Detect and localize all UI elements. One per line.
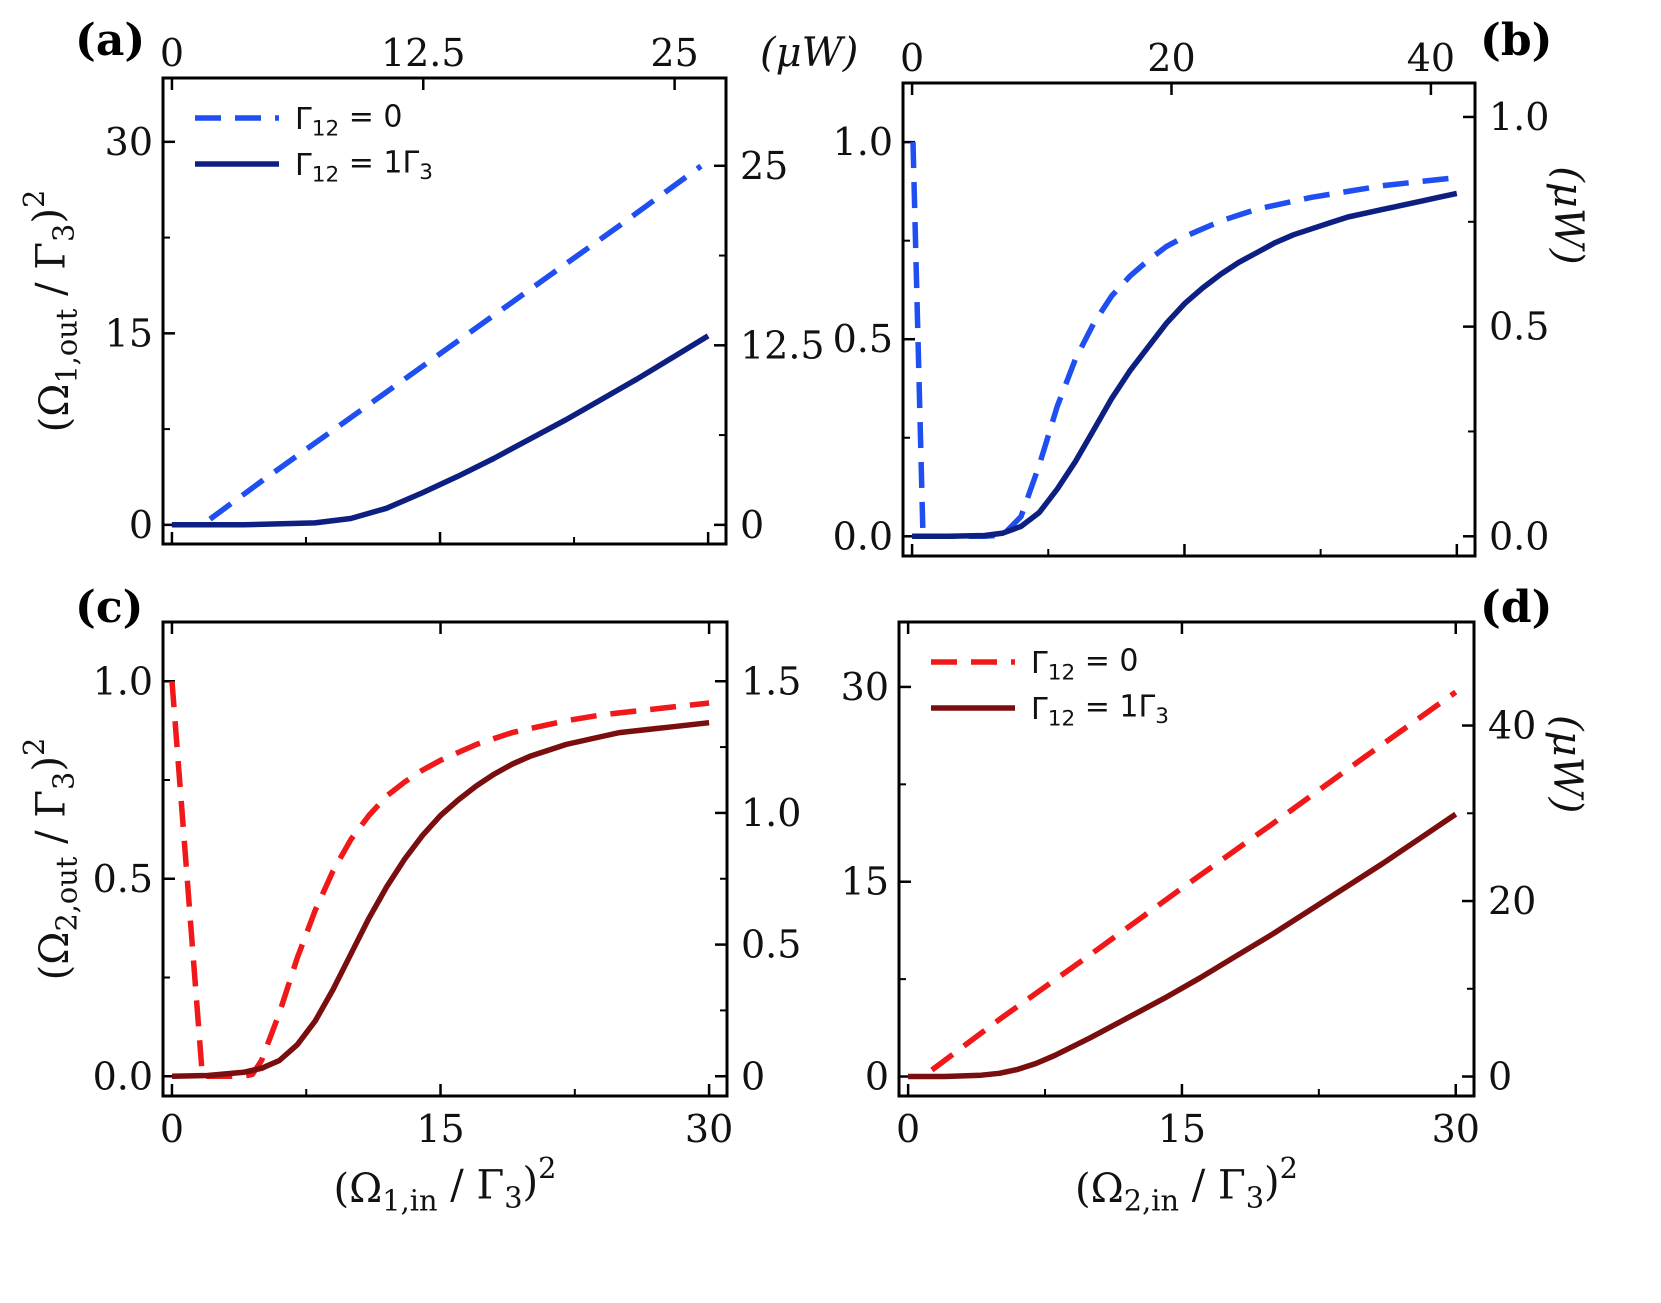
panel-label: (d) xyxy=(1480,582,1552,633)
top-tick-label: 0 xyxy=(900,36,924,80)
right-tick-label: 0 xyxy=(741,1054,765,1098)
y-tick-label: 15 xyxy=(841,860,889,904)
x-axis-label: (Ω2,in / Γ3)2 xyxy=(1075,1151,1298,1218)
right-tick-label: 1.0 xyxy=(741,791,801,835)
x-tick-label: 30 xyxy=(1432,1107,1480,1151)
y-tick-label: 30 xyxy=(841,665,889,709)
x-tick-label: 0 xyxy=(160,1107,184,1151)
y-tick-label: 0 xyxy=(129,503,153,547)
right-tick-label: 0 xyxy=(740,503,764,547)
series-line-gamma12-zero xyxy=(910,142,1458,540)
right-unit-label: (μW) xyxy=(1545,166,1591,264)
plot-frame xyxy=(901,81,1477,558)
y-tick-label: 15 xyxy=(105,311,153,355)
series-line-gamma12-one xyxy=(912,190,1458,540)
series-line-gamma12-zero xyxy=(171,163,703,528)
x-tick-label: 0 xyxy=(896,1107,920,1151)
plot-frame xyxy=(897,620,1476,1098)
y-tick-label: 0.5 xyxy=(833,317,893,361)
legend-label: Γ12 = 1Γ3 xyxy=(295,145,433,187)
top-tick-label: 25 xyxy=(650,31,698,75)
x-axis-label: (Ω1,in / Γ3)2 xyxy=(334,1151,557,1218)
panel-label: (b) xyxy=(1480,15,1552,66)
y-axis-label: (Ω1,out / Γ3)2 xyxy=(17,190,84,433)
legend-label: Γ12 = 0 xyxy=(1031,643,1139,685)
top-tick-label: 12.5 xyxy=(381,31,466,75)
panel-label: (c) xyxy=(75,582,143,633)
legend-label: Γ12 = 1Γ3 xyxy=(1031,689,1169,731)
x-tick-label: 15 xyxy=(416,1107,464,1151)
top-tick-label: 20 xyxy=(1147,36,1195,80)
y-tick-label: 0.0 xyxy=(93,1054,153,1098)
top-unit-label: (μW) xyxy=(760,30,858,76)
panel-b: 0.00.51.00 20 400.00.51.0(μW)(b) xyxy=(833,15,1591,558)
series-line-gamma12-one xyxy=(171,719,710,1080)
right-tick-label: 0.0 xyxy=(1489,514,1549,558)
right-tick-label: 0.5 xyxy=(1489,305,1549,349)
y-axis-label: (Ω2,out / Γ3)2 xyxy=(17,738,84,981)
y-tick-label: 1.0 xyxy=(93,659,153,703)
right-tick-label: 25 xyxy=(740,144,788,188)
right-unit-label: (μW) xyxy=(1544,715,1590,813)
series-line-gamma12-one xyxy=(908,811,1458,1080)
series-line-gamma12-one xyxy=(171,333,710,528)
top-tick-label: 0 xyxy=(160,31,184,75)
y-tick-label: 0.5 xyxy=(93,857,153,901)
plot-frame xyxy=(161,620,729,1098)
x-tick-label: 30 xyxy=(685,1107,733,1151)
right-tick-label: 40 xyxy=(1488,704,1536,748)
top-tick-label: 40 xyxy=(1407,36,1455,80)
right-tick-label: 0.5 xyxy=(741,923,801,967)
y-tick-label: 0 xyxy=(865,1055,889,1099)
panel-label: (a) xyxy=(75,15,145,66)
right-tick-label: 0 xyxy=(1488,1055,1512,1099)
y-tick-label: 30 xyxy=(105,120,153,164)
x-tick-label: 15 xyxy=(1158,1107,1206,1151)
series-line-gamma12-zero xyxy=(930,689,1458,1073)
y-tick-label: 1.0 xyxy=(833,120,893,164)
plot-frame xyxy=(161,76,728,546)
legend-label: Γ12 = 0 xyxy=(295,99,403,141)
series-line-gamma12-zero xyxy=(169,681,710,1080)
right-tick-label: 20 xyxy=(1488,879,1536,923)
right-tick-label: 12.5 xyxy=(740,323,825,367)
right-tick-label: 1.0 xyxy=(1489,95,1549,139)
y-tick-label: 0.0 xyxy=(833,514,893,558)
right-tick-label: 1.5 xyxy=(741,659,801,703)
